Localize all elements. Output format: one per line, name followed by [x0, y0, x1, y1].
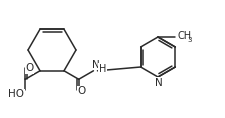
Text: 3: 3 — [187, 36, 192, 42]
Text: N: N — [155, 78, 163, 88]
Text: CH: CH — [177, 31, 191, 41]
Text: O: O — [78, 86, 86, 96]
Text: H: H — [99, 64, 106, 74]
Text: O: O — [25, 63, 33, 73]
Text: HO: HO — [8, 89, 24, 99]
Text: N: N — [92, 60, 99, 70]
